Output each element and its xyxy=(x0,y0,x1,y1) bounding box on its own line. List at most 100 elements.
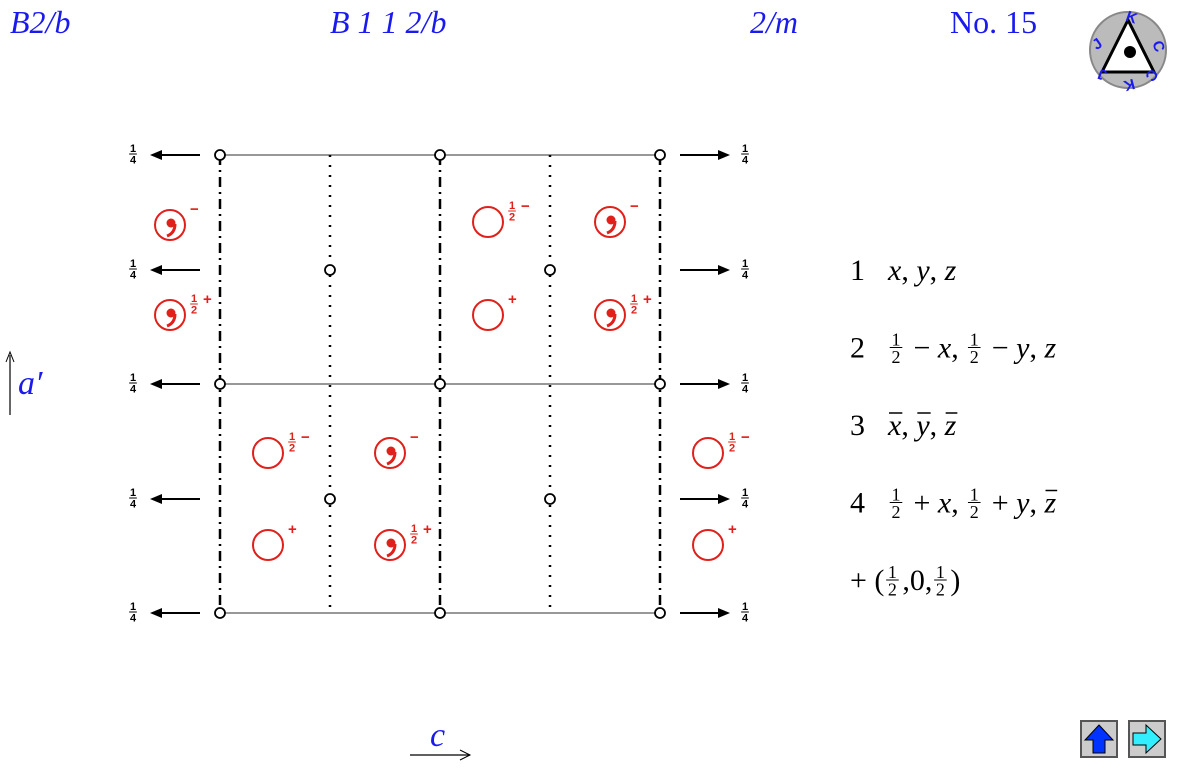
fraction-denominator: 4 xyxy=(742,269,749,281)
general-position xyxy=(252,529,284,561)
fraction-denominator: 4 xyxy=(130,154,137,166)
operation-variable: z xyxy=(944,409,957,442)
general-position xyxy=(594,299,626,331)
fraction-numerator: 1 xyxy=(888,562,897,582)
general-position xyxy=(472,299,504,331)
operation-text: + ( xyxy=(850,564,884,597)
general-position xyxy=(154,209,186,241)
operation-variable: z xyxy=(1044,332,1057,365)
fraction-numerator: 1 xyxy=(130,601,136,613)
height-sign: + xyxy=(728,521,737,538)
arrowhead xyxy=(718,608,730,618)
arrowhead xyxy=(718,150,730,160)
fraction-numerator: 1 xyxy=(892,330,901,350)
fraction-denominator: 2 xyxy=(936,579,945,599)
arrowhead xyxy=(150,265,162,275)
general-position xyxy=(374,437,406,469)
fraction-numerator: 1 xyxy=(509,200,515,212)
operation-variable: y xyxy=(913,409,930,442)
fraction-denominator: 2 xyxy=(289,442,295,454)
fraction-numerator: 1 xyxy=(742,258,748,270)
height-sign: − xyxy=(190,201,199,218)
fraction-denominator: 2 xyxy=(729,442,735,454)
operation-number: 2 xyxy=(850,332,865,365)
logo-dot xyxy=(1124,46,1136,58)
operation-variable: z xyxy=(1044,487,1057,520)
fraction-numerator: 1 xyxy=(742,372,748,384)
comma-tail xyxy=(606,220,617,235)
arrowhead xyxy=(150,150,162,160)
axis-arrowhead xyxy=(459,749,472,761)
fraction-denominator: 2 xyxy=(970,347,979,367)
comma-tail xyxy=(166,223,177,238)
general-position xyxy=(252,437,284,469)
arrowhead xyxy=(718,265,730,275)
axis-label-horizontal: c xyxy=(430,717,445,754)
fraction-denominator: 4 xyxy=(742,154,749,166)
general-position xyxy=(692,529,724,561)
fraction-numerator: 1 xyxy=(191,293,197,305)
height-sign: − xyxy=(410,429,419,446)
comma-mark xyxy=(606,215,616,225)
fraction-denominator: 4 xyxy=(742,383,749,395)
fraction-denominator: 2 xyxy=(631,304,637,316)
fraction-numerator: 1 xyxy=(892,485,901,505)
full-symbol: B 1 1 2/b xyxy=(330,4,446,40)
operation-text: , xyxy=(951,487,966,520)
inversion-centre xyxy=(654,378,666,390)
inversion-centre xyxy=(654,607,666,619)
fraction-numerator: 1 xyxy=(289,431,295,443)
fraction-numerator: 1 xyxy=(130,258,136,270)
operation-text: ,0, xyxy=(902,564,932,597)
operation-text: , xyxy=(1030,487,1045,520)
operation-text: + xyxy=(906,487,938,520)
fraction-numerator: 1 xyxy=(970,485,979,505)
fraction-numerator: 1 xyxy=(729,431,735,443)
operation-number: 1 xyxy=(850,254,865,287)
operation-variable: x xyxy=(937,487,952,520)
general-position xyxy=(472,206,504,238)
comma-mark xyxy=(606,308,616,318)
operation-variable: x xyxy=(887,409,902,442)
nav-next-button[interactable] xyxy=(1128,720,1166,758)
fraction-numerator: 1 xyxy=(970,330,979,350)
inversion-centre xyxy=(434,149,446,161)
axis-arrowhead xyxy=(5,350,15,363)
inversion-centre xyxy=(544,264,556,276)
comma-mark xyxy=(166,308,176,318)
height-sign: + xyxy=(288,521,297,538)
operation-text: , xyxy=(1030,332,1045,365)
inversion-centre xyxy=(214,607,226,619)
operation-text: − xyxy=(906,332,938,365)
point-group: 2/m xyxy=(750,4,798,40)
operation-text: , xyxy=(930,409,945,442)
fraction-numerator: 1 xyxy=(130,372,136,384)
fraction-numerator: 1 xyxy=(742,143,748,155)
general-position xyxy=(374,529,406,561)
fraction-denominator: 2 xyxy=(970,502,979,522)
fraction-numerator: 1 xyxy=(742,487,748,499)
operation-number: 4 xyxy=(850,487,865,520)
fraction-numerator: 1 xyxy=(631,293,637,305)
logo-letter: K xyxy=(1122,75,1137,94)
logo-triangle xyxy=(1099,16,1157,74)
fraction-denominator: 4 xyxy=(130,383,137,395)
operation-number: 3 xyxy=(850,409,865,442)
fraction-denominator: 4 xyxy=(742,498,749,510)
height-sign: + xyxy=(643,291,652,308)
axis-label-vertical: a′ xyxy=(18,365,43,402)
general-position xyxy=(692,437,724,469)
fraction-numerator: 1 xyxy=(936,562,945,582)
height-sign: + xyxy=(423,521,432,538)
operation-variable: z xyxy=(944,254,957,287)
nav-up-button[interactable] xyxy=(1080,720,1118,758)
arrowhead xyxy=(718,379,730,389)
height-sign: + xyxy=(508,291,517,308)
fraction-denominator: 4 xyxy=(130,612,137,624)
fraction-denominator: 2 xyxy=(892,502,901,522)
comma-tail xyxy=(386,543,397,558)
general-position xyxy=(594,206,626,238)
fraction-denominator: 2 xyxy=(509,211,515,223)
